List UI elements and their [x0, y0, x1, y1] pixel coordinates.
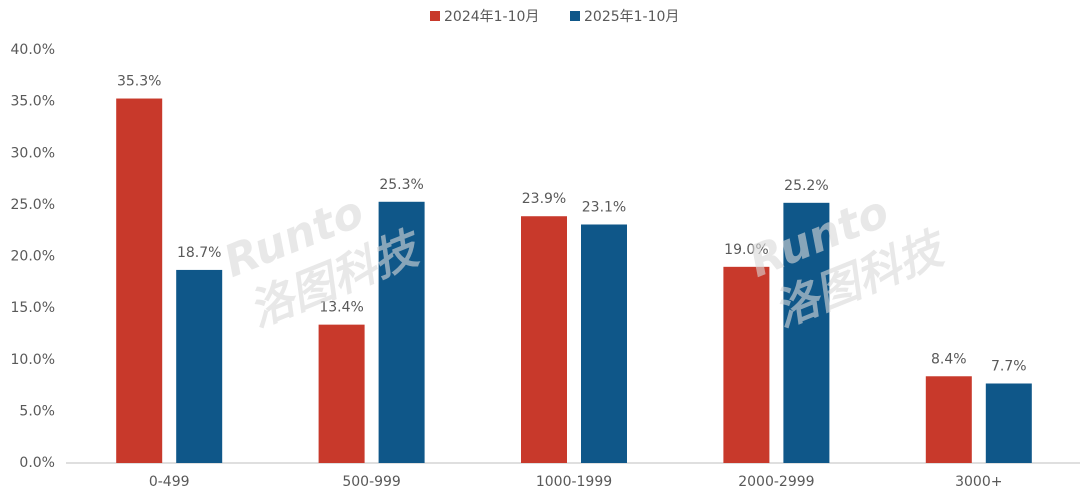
y-tick-label: 30.0% — [11, 145, 55, 161]
value-label: 23.1% — [582, 199, 626, 215]
value-label: 25.3% — [379, 177, 423, 193]
x-tick-label: 0-499 — [149, 474, 190, 490]
bar — [723, 266, 770, 463]
y-tick-label: 35.0% — [11, 94, 55, 110]
bar — [521, 216, 567, 463]
x-tick-label: 500-999 — [342, 474, 401, 490]
value-label: 8.4% — [931, 351, 967, 367]
bar — [985, 383, 1032, 463]
bar — [378, 201, 425, 463]
value-label: 7.7% — [991, 358, 1027, 374]
y-tick-label: 10.0% — [11, 352, 55, 368]
legend-label: 2024年1-10月 — [444, 9, 539, 25]
legend-swatch — [430, 11, 440, 21]
y-tick-label: 0.0% — [19, 455, 55, 471]
y-tick-label: 40.0% — [11, 42, 55, 58]
bar — [176, 269, 223, 463]
x-tick-label: 3000+ — [955, 474, 1002, 490]
legend-swatch — [570, 11, 580, 21]
y-tick-label: 20.0% — [11, 249, 55, 265]
value-label: 35.3% — [117, 74, 161, 90]
legend-label: 2025年1-10月 — [584, 9, 679, 25]
value-label: 23.9% — [522, 191, 566, 207]
y-tick-label: 15.0% — [11, 300, 55, 316]
value-label: 19.0% — [724, 242, 768, 258]
bar — [318, 324, 365, 463]
y-tick-label: 5.0% — [19, 403, 55, 419]
y-tick-label: 25.0% — [11, 197, 55, 213]
value-label: 13.4% — [319, 300, 363, 316]
x-tick-label: 1000-1999 — [536, 474, 612, 490]
bar — [925, 376, 972, 463]
x-tick-label: 2000-2999 — [738, 474, 814, 490]
value-label: 18.7% — [177, 245, 221, 261]
value-label: 25.2% — [784, 178, 828, 194]
bar — [783, 202, 830, 463]
bar — [116, 98, 163, 463]
bar — [581, 224, 627, 463]
